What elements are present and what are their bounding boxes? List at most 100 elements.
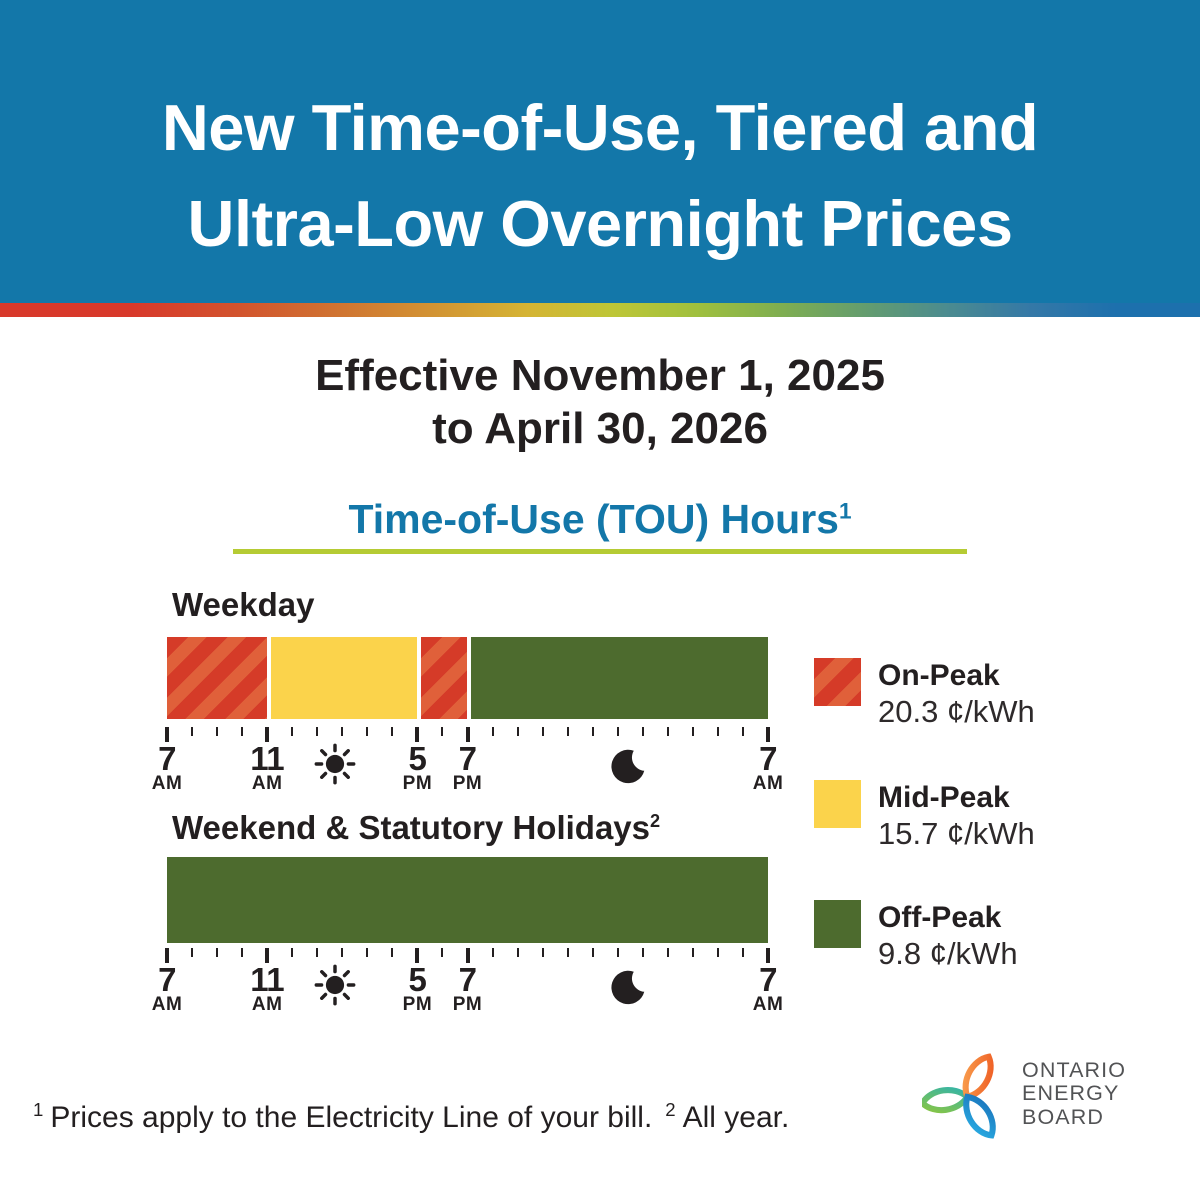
- minor-tick: [291, 727, 294, 736]
- major-tick: [766, 727, 770, 742]
- minor-tick: [191, 727, 194, 736]
- axis-label-7am: 7 AM: [151, 961, 183, 1015]
- major-tick: [465, 948, 470, 963]
- legend-item-mid-peak: Mid-Peak 15.7 ¢/kWh: [814, 780, 1035, 852]
- minor-tick: [441, 948, 444, 957]
- axis-label-11am: 11 AM: [250, 740, 285, 794]
- footnote-2-marker: 2: [665, 1099, 676, 1120]
- minor-tick: [616, 727, 619, 736]
- minor-tick: [566, 727, 569, 736]
- minor-tick: [191, 948, 194, 957]
- axis-label-7pm: 7 PM: [452, 961, 483, 1015]
- mid-peak-swatch: [814, 780, 861, 828]
- legend-text: On-Peak 20.3 ¢/kWh: [878, 658, 1035, 730]
- weekday-label: Weekday: [172, 586, 314, 624]
- moon-icon: [608, 965, 650, 1014]
- legend-item-off-peak: Off-Peak 9.8 ¢/kWh: [814, 900, 1018, 972]
- mid-peak-label: Mid-Peak: [878, 781, 1010, 814]
- minor-tick: [591, 948, 594, 957]
- legend-text: Off-Peak 9.8 ¢/kWh: [878, 900, 1018, 972]
- axis-label-7pm: 7 PM: [452, 740, 483, 794]
- footnote-2-text: All year.: [682, 1101, 790, 1134]
- minor-tick: [341, 727, 344, 736]
- footnote-1-text: Prices apply to the Electricity Line of …: [50, 1101, 653, 1134]
- minor-tick: [516, 948, 519, 957]
- major-tick: [265, 727, 270, 742]
- minor-tick: [691, 727, 694, 736]
- weekend-label-text: Weekend & Statutory Holidays: [172, 809, 651, 846]
- sun-icon: [312, 962, 358, 1013]
- effective-dates-line1: Effective November 1, 2025: [315, 351, 885, 400]
- minor-tick: [741, 948, 744, 957]
- minor-tick: [366, 727, 369, 736]
- major-tick: [766, 948, 770, 963]
- minor-tick: [541, 727, 544, 736]
- minor-tick: [291, 948, 294, 957]
- axis-label-7am: 7 AM: [752, 961, 784, 1015]
- major-tick: [165, 948, 169, 963]
- weekend-axis-labels: 7 AM 11 AM 5 PM 7 PM 7 AM: [152, 961, 783, 1035]
- minor-tick: [666, 948, 669, 957]
- header-banner: New Time-of-Use, Tiered and Ultra-Low Ov…: [0, 0, 1200, 303]
- minor-tick: [641, 948, 644, 957]
- axis-label-5pm: 5 PM: [402, 740, 433, 794]
- on-peak-label: On-Peak: [878, 659, 1000, 692]
- minor-tick: [516, 727, 519, 736]
- major-tick: [415, 948, 420, 963]
- weekday-axis-ticks: [165, 727, 770, 743]
- weekday-label-text: Weekday: [172, 586, 315, 623]
- off-peak-swatch: [814, 900, 861, 948]
- oeb-logo-mark: [922, 1053, 996, 1139]
- weekday-axis-labels: 7 AM 11 AM 5 PM 7 PM 7 AM: [152, 740, 783, 814]
- sun-icon: [312, 741, 358, 792]
- mid-peak-price: 15.7 ¢/kWh: [878, 816, 1035, 851]
- oeb-logo-text: ONTARIO ENERGY BOARD: [1022, 1058, 1127, 1129]
- minor-tick: [591, 727, 594, 736]
- minor-tick: [666, 727, 669, 736]
- minor-tick: [716, 727, 719, 736]
- weekday-bar: [167, 637, 768, 719]
- axis-label-5pm: 5 PM: [402, 961, 433, 1015]
- weekend-label-footnote-marker: 2: [650, 811, 661, 831]
- footnote-1-marker: 1: [33, 1099, 44, 1120]
- oeb-logo-text-line1: ONTARIO: [1022, 1058, 1127, 1082]
- bar-segment-on-peak: [417, 637, 468, 719]
- off-peak-label: Off-Peak: [878, 901, 1002, 934]
- effective-dates: Effective November 1, 2025 to April 30, …: [0, 349, 1200, 455]
- legend: On-Peak 20.3 ¢/kWh Mid-Peak 15.7 ¢/kWh O…: [814, 658, 1174, 971]
- oeb-logo: ONTARIO ENERGY BOARD: [922, 1044, 1182, 1164]
- on-peak-swatch: [814, 658, 861, 706]
- on-peak-price: 20.3 ¢/kWh: [878, 694, 1035, 729]
- minor-tick: [241, 948, 244, 957]
- major-tick: [165, 727, 169, 742]
- minor-tick: [316, 727, 319, 736]
- oeb-logo-text-line2: ENERGY: [1022, 1081, 1120, 1106]
- minor-tick: [391, 948, 394, 957]
- minor-tick: [566, 948, 569, 957]
- minor-tick: [616, 948, 619, 957]
- page-title: New Time-of-Use, Tiered and Ultra-Low Ov…: [0, 0, 1200, 272]
- heading-underline: [233, 549, 967, 554]
- bar-segment-off-peak: [167, 857, 768, 943]
- rainbow-divider: [0, 303, 1200, 317]
- axis-label-11am: 11 AM: [250, 961, 285, 1015]
- axis-label-7am: 7 AM: [151, 740, 183, 794]
- minor-tick: [741, 727, 744, 736]
- tou-hours-heading-footnote-marker: 1: [838, 498, 852, 524]
- minor-tick: [391, 727, 394, 736]
- page-title-line1: New Time-of-Use, Tiered and: [161, 91, 1039, 164]
- footnotes: 1 Prices apply to the Electricity Line of…: [33, 1099, 790, 1135]
- minor-tick: [716, 948, 719, 957]
- off-peak-price: 9.8 ¢/kWh: [878, 936, 1018, 971]
- axis-label-7am: 7 AM: [752, 740, 784, 794]
- weekend-bar: [167, 857, 768, 943]
- tou-hours-heading: Time-of-Use (TOU) Hours1: [0, 496, 1200, 543]
- minor-tick: [341, 948, 344, 957]
- major-tick: [465, 727, 470, 742]
- legend-text: Mid-Peak 15.7 ¢/kWh: [878, 780, 1035, 852]
- minor-tick: [216, 948, 219, 957]
- moon-icon: [608, 744, 650, 793]
- page-title-line2: Ultra-Low Overnight Prices: [187, 187, 1013, 260]
- minor-tick: [241, 727, 244, 736]
